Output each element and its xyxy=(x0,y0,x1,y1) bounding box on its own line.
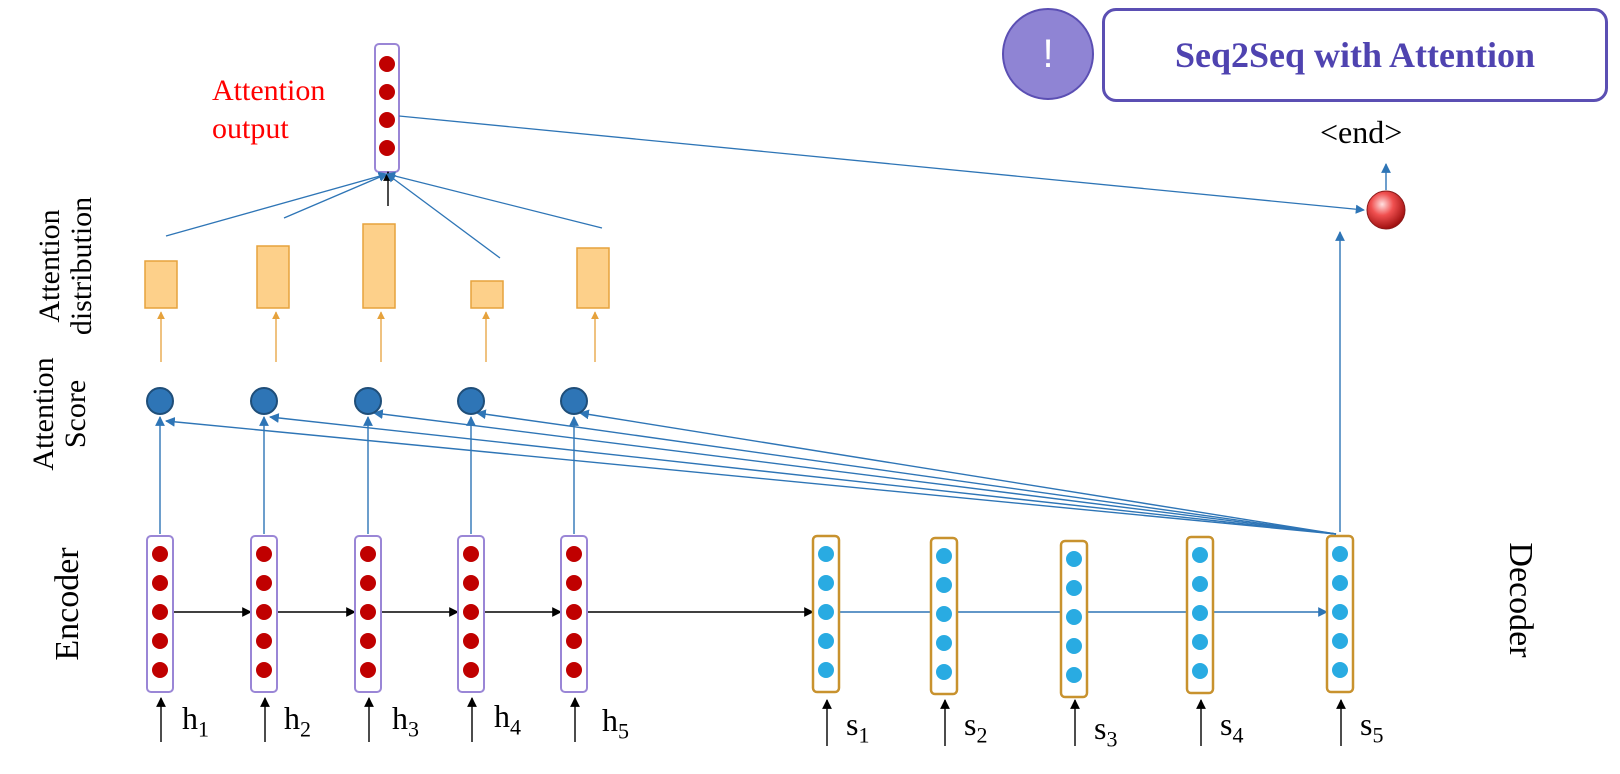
attention-output-dot xyxy=(379,56,395,72)
decoder-unit-dot xyxy=(818,546,834,562)
attention-output-dot xyxy=(379,84,395,100)
decoder-to-score-arrow xyxy=(373,409,1337,535)
attention-score-node xyxy=(354,387,382,415)
attention-distribution-bar xyxy=(362,223,396,309)
encoder-unit-dot xyxy=(152,546,168,562)
attention-output-dot xyxy=(379,112,395,128)
decoder-unit-dot xyxy=(936,635,952,651)
decoder-unit-dot xyxy=(1332,633,1348,649)
title-box: Seq2Seq with Attention xyxy=(1102,8,1608,102)
decoder-unit-dot xyxy=(1332,604,1348,620)
decoder-unit-dot xyxy=(818,662,834,678)
encoder-unit-dot xyxy=(566,662,582,678)
decoder-unit-dot xyxy=(936,664,952,680)
encoder-unit-dot xyxy=(256,575,272,591)
attention-output-dot xyxy=(379,140,395,156)
decoder-input-label: s4 xyxy=(1220,706,1244,748)
attention-score-node xyxy=(146,387,174,415)
encoder-unit-dot xyxy=(566,575,582,591)
decoder-unit-dot xyxy=(818,604,834,620)
encoder-unit-dot xyxy=(256,633,272,649)
decoder-unit-dot xyxy=(1332,575,1348,591)
weighted-sum-line xyxy=(165,171,388,237)
decoder-unit-dot xyxy=(1066,580,1082,596)
encoder-unit-dot xyxy=(566,633,582,649)
attention-score-node xyxy=(250,387,278,415)
decoder-unit-dot xyxy=(1066,638,1082,654)
encoder-unit-dot xyxy=(360,633,376,649)
encoder-unit-dot xyxy=(463,575,479,591)
encoder-unit-dot xyxy=(152,662,168,678)
decoder-to-score-arrow xyxy=(165,416,1337,535)
decoder-to-score-arrow xyxy=(269,413,1337,535)
attention-distribution-bar xyxy=(470,280,504,309)
decoder-unit-dot xyxy=(818,575,834,591)
encoder-input-label: h4 xyxy=(494,698,521,740)
decoder-unit-dot xyxy=(1192,663,1208,679)
encoder-input-label: h1 xyxy=(182,700,209,742)
attention-distribution-bar xyxy=(576,247,610,309)
encoder-input-label: h3 xyxy=(392,700,419,742)
encoder-unit-dot xyxy=(463,633,479,649)
weighted-sum-line xyxy=(386,171,603,229)
decoder-unit-dot xyxy=(1192,634,1208,650)
encoder-unit-dot xyxy=(566,604,582,620)
decoder-input-label: s5 xyxy=(1360,706,1384,748)
decoder-unit-dot xyxy=(936,548,952,564)
decoder-unit-dot xyxy=(1192,576,1208,592)
decoder-to-score-arrow xyxy=(476,409,1337,535)
decoder-unit-dot xyxy=(1332,662,1348,678)
encoder-unit-dot xyxy=(360,604,376,620)
alert-badge-icon: ! xyxy=(1002,8,1094,100)
attention-score-node xyxy=(560,387,588,415)
encoder-unit-dot xyxy=(360,662,376,678)
decoder-label: Decoder xyxy=(1502,542,1539,658)
encoder-unit-dot xyxy=(360,546,376,562)
attention-distribution-bar xyxy=(256,245,290,309)
attention-output-to-prediction-arrow xyxy=(398,115,1365,214)
encoder-input-label: h5 xyxy=(602,702,629,744)
encoder-unit-dot xyxy=(152,604,168,620)
decoder-unit-dot xyxy=(936,606,952,622)
encoder-unit-dot xyxy=(256,546,272,562)
decoder-unit-dot xyxy=(1332,546,1348,562)
encoder-unit-dot xyxy=(360,575,376,591)
encoder-input-label: h2 xyxy=(284,700,311,742)
encoder-unit-dot xyxy=(152,575,168,591)
decoder-input-label: s1 xyxy=(846,706,870,748)
encoder-label: Encoder xyxy=(49,547,86,661)
attention-distribution-label: Attention distribution xyxy=(33,196,98,336)
decoder-input-label: s3 xyxy=(1094,710,1118,752)
encoder-unit-dot xyxy=(256,604,272,620)
encoder-unit-dot xyxy=(463,546,479,562)
end-token-label: <end> xyxy=(1320,114,1403,150)
attention-output-label: Attention output xyxy=(212,74,326,145)
decoder-unit-dot xyxy=(1066,551,1082,567)
weighted-sum-line xyxy=(386,173,501,259)
encoder-unit-dot xyxy=(463,662,479,678)
decoder-unit-dot xyxy=(936,577,952,593)
decoder-input-label: s2 xyxy=(964,706,988,748)
decoder-to-score-arrow xyxy=(579,409,1337,535)
encoder-unit-dot xyxy=(463,604,479,620)
attention-score-node xyxy=(457,387,485,415)
weighted-sum-line xyxy=(283,173,388,219)
decoder-unit-dot xyxy=(1192,547,1208,563)
encoder-unit-dot xyxy=(256,662,272,678)
decoder-unit-dot xyxy=(1192,605,1208,621)
encoder-unit-dot xyxy=(566,546,582,562)
decoder-unit-dot xyxy=(1066,609,1082,625)
encoder-unit-dot xyxy=(152,633,168,649)
decoder-unit-dot xyxy=(1066,667,1082,683)
attention-score-label: Attention Score xyxy=(27,357,92,471)
output-prediction-node xyxy=(1366,190,1406,230)
decoder-unit-dot xyxy=(818,633,834,649)
attention-distribution-bar xyxy=(144,260,178,309)
